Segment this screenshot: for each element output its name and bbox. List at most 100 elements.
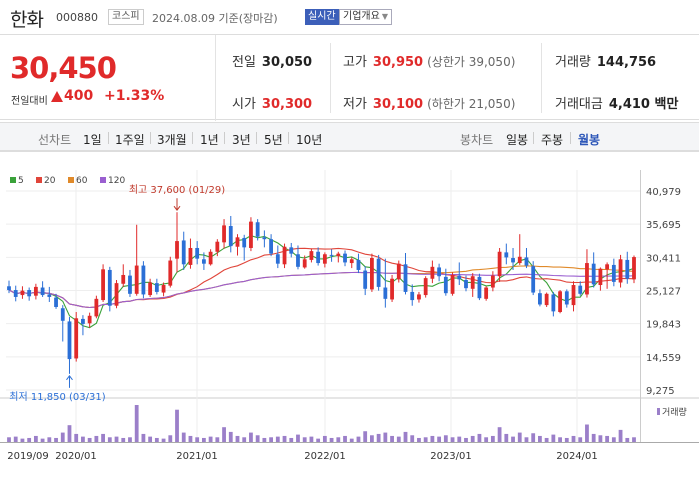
high-label: 고가: [343, 55, 367, 70]
candle-daily[interactable]: 일봉: [506, 133, 529, 147]
period-10y[interactable]: 10년: [296, 133, 323, 147]
candle-body: [578, 285, 583, 294]
candle-body: [363, 270, 368, 289]
ma120-line: [8, 271, 635, 309]
candle-body: [249, 221, 253, 248]
volume-bar: [168, 435, 173, 442]
candle-body: [322, 254, 327, 264]
open-value: 30,300: [261, 97, 313, 112]
volume-bar: [222, 427, 226, 442]
candle-body: [289, 247, 294, 254]
candle-body: [7, 286, 11, 291]
volume-bar: [329, 437, 334, 442]
candle-body: [208, 251, 213, 265]
volume-bar: [517, 432, 522, 442]
stock-code: 000880: [56, 11, 98, 24]
volume-bar: [443, 435, 448, 442]
volume-bar: [477, 433, 482, 442]
divider: [108, 132, 109, 144]
period-3y[interactable]: 3년: [232, 133, 251, 147]
volume-bar: [316, 438, 321, 442]
candle-body: [175, 241, 179, 259]
period-1d[interactable]: 1일: [83, 133, 102, 147]
market-badge: 코스피: [108, 9, 144, 25]
volume-bar: [618, 429, 623, 442]
candle-body: [74, 318, 79, 359]
volume-bar: [94, 435, 99, 442]
period-1y[interactable]: 1년: [200, 133, 219, 147]
volume-bar: [437, 436, 442, 442]
x-tick-label: 2020/01: [55, 451, 97, 462]
volume-bar: [181, 432, 186, 442]
volume-bar: [154, 437, 159, 442]
candle-weekly[interactable]: 주봉: [541, 133, 564, 147]
divider: [330, 43, 331, 113]
company-info-dropdown[interactable]: 기업개요 ▼: [339, 9, 392, 25]
realtime-button[interactable]: 실시간: [305, 9, 339, 25]
period-5y[interactable]: 5년: [264, 133, 283, 147]
volume-bar: [60, 432, 65, 442]
candle-body: [222, 225, 226, 243]
y-tick-label: 9,275: [646, 386, 675, 397]
volume-bar: [302, 437, 307, 442]
divider: [288, 132, 289, 144]
prev-close: 전일 30,050: [232, 51, 312, 70]
legend-swatch: [10, 177, 16, 183]
quote-date: 2024.08.09 기준(장마감): [152, 12, 278, 25]
candle-monthly[interactable]: 월봉: [578, 133, 601, 147]
candle-body: [585, 263, 589, 295]
candle-body: [181, 240, 186, 265]
volume-bar: [524, 437, 529, 442]
stock-name: 한화: [10, 9, 44, 31]
volume-bar: [141, 433, 146, 442]
legend-label: 5: [18, 176, 24, 186]
volume-bar: [390, 435, 394, 442]
candle-body: [87, 315, 92, 324]
candle-body: [517, 256, 522, 264]
candle-body: [302, 259, 307, 268]
candle-body: [161, 285, 166, 293]
open-price: 시가 30,300: [232, 93, 312, 112]
period-1w[interactable]: 1주일: [115, 133, 145, 147]
low-label: 저가: [343, 97, 367, 112]
x-tick-label: 2019/09: [7, 451, 49, 462]
trade-amount: 거래대금 4,410 백만: [555, 93, 678, 112]
candle-body: [598, 268, 603, 286]
low-price: 저가 30,100 (하한가 21,050): [343, 93, 515, 112]
volume-bar: [74, 433, 79, 442]
volume-bar: [322, 435, 327, 442]
volume-bar: [40, 438, 45, 442]
up-triangle-icon: [51, 91, 63, 102]
candle-body: [27, 290, 32, 297]
candle-body: [154, 283, 159, 292]
volume-bar: [208, 436, 213, 442]
volume-bar: [201, 437, 206, 442]
candle-body: [443, 276, 448, 294]
candle-chart-label: 봉차트: [460, 133, 494, 147]
candle-body: [383, 287, 388, 299]
volume-bar: [376, 433, 381, 442]
volume-bar: [289, 437, 294, 442]
x-tick-label: 2021/01: [176, 451, 218, 462]
divider: [150, 132, 151, 144]
candle-body: [396, 263, 401, 280]
volume-bar: [470, 435, 475, 442]
candle-body: [457, 275, 462, 280]
volume-bar: [531, 433, 536, 442]
candle-body: [195, 247, 200, 259]
volume-legend-label: 거래량: [662, 406, 687, 418]
volume-bar: [598, 435, 603, 442]
period-3m[interactable]: 3개월: [157, 133, 187, 147]
company-info-label: 기업개요: [343, 11, 380, 22]
volume-bar: [564, 437, 569, 442]
candle-body: [242, 237, 247, 248]
candle-body: [470, 276, 475, 289]
candle-body: [450, 274, 455, 294]
line-chart-label: 선차트: [38, 133, 72, 147]
price-chart[interactable]: 40,979 35,695 30,411 25,127 19,843 14,559 9,27…: [0, 150, 699, 477]
volume-bar: [511, 436, 515, 442]
volume-bar: [632, 437, 636, 442]
candle-body: [370, 258, 374, 290]
divider: [541, 43, 542, 113]
candle-body: [464, 279, 468, 289]
